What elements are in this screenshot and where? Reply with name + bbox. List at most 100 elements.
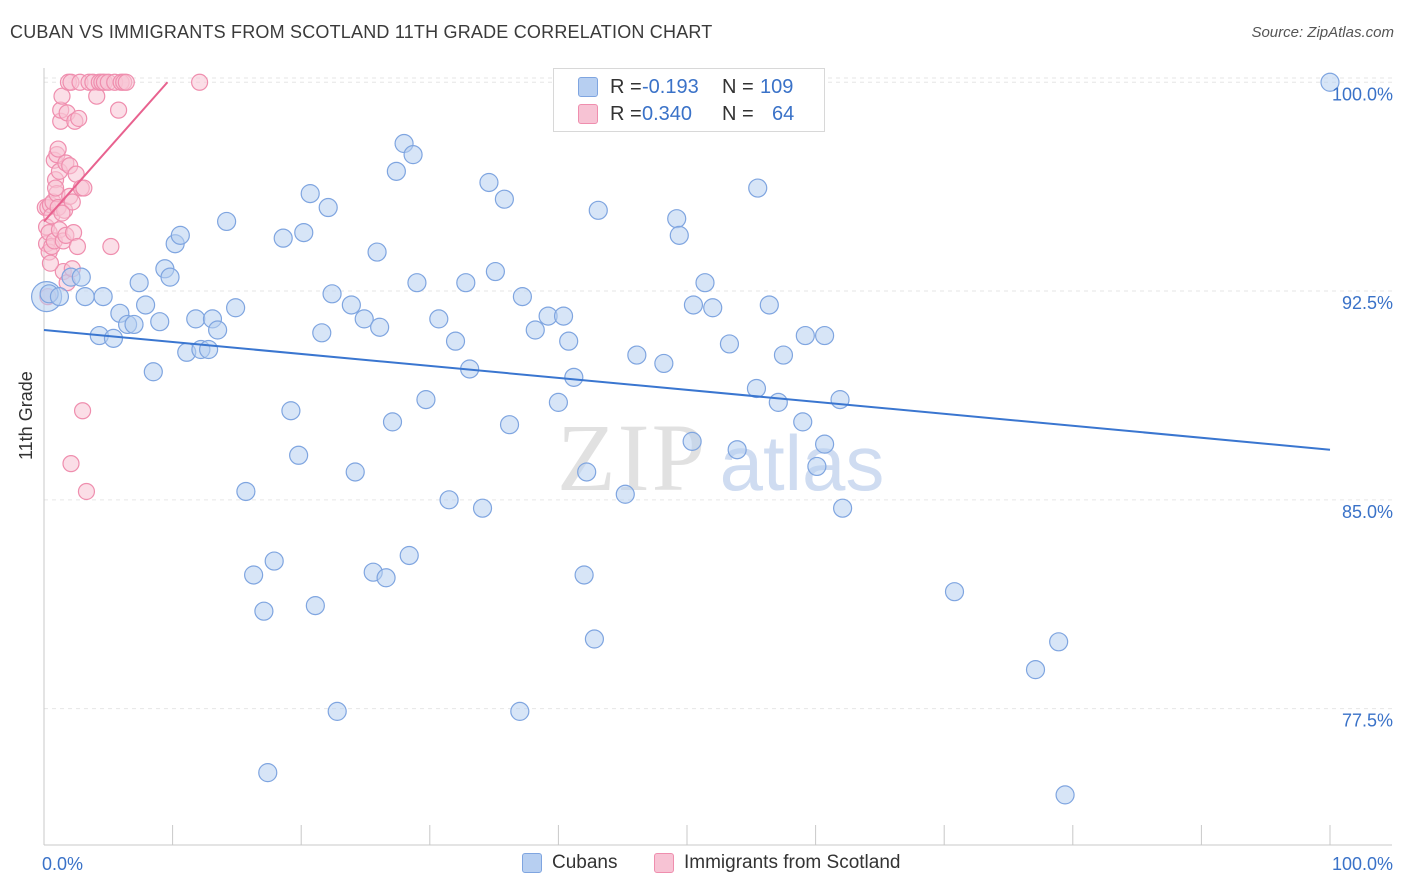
data-point-cubans [258, 763, 278, 783]
data-point-cubans [1049, 632, 1069, 652]
data-point-cubans [830, 390, 850, 410]
data-point-cubans [548, 392, 569, 412]
data-point-cubans [472, 498, 493, 518]
watermark: ZIP atlas [557, 404, 884, 511]
trend-lines [43, 81, 1331, 451]
data-point-cubans [236, 481, 256, 502]
data-point-cubans [294, 222, 314, 243]
legend-swatch-scotland [654, 853, 674, 873]
data-point-cubans [49, 287, 70, 307]
x-tick-label: 0.0% [42, 854, 83, 874]
data-point-cubans [494, 189, 514, 209]
legend-n-value: 109 [760, 75, 794, 98]
data-point-cubans [773, 345, 794, 365]
data-point-cubans [499, 415, 520, 435]
data-point-cubans [403, 145, 423, 165]
data-point-cubans [407, 273, 427, 293]
series-scotland-points [36, 73, 209, 501]
data-point-cubans [833, 498, 853, 518]
data-point-cubans [124, 314, 144, 335]
data-point-scotland [75, 179, 93, 197]
data-point-cubans [759, 295, 779, 315]
legend-n-label: N = [722, 102, 754, 125]
data-point-cubans [682, 431, 702, 451]
data-point-cubans [199, 339, 219, 360]
legend-r-value: 0.340 [642, 102, 693, 125]
data-point-cubans [727, 440, 747, 460]
legend-r-value: -0.193 [642, 75, 699, 98]
data-point-scotland [63, 193, 81, 211]
data-point-scotland [70, 109, 88, 128]
data-point-cubans [748, 178, 768, 198]
data-point-cubans [312, 323, 332, 343]
data-point-cubans [300, 184, 320, 204]
data-point-cubans [382, 412, 403, 432]
data-point-cubans [695, 273, 715, 293]
data-point-scotland [41, 254, 60, 272]
data-point-cubans [615, 484, 635, 504]
legend-swatch-cubans [578, 77, 598, 97]
legend-row-scotland: R = 0.340 N = 64 [578, 102, 794, 126]
chart-title: CUBAN VS IMMIGRANTS FROM SCOTLAND 11TH G… [10, 22, 713, 42]
data-point-cubans [345, 462, 365, 482]
data-point-cubans [512, 287, 532, 307]
data-point-cubans [719, 334, 740, 354]
trend-line-cubans [43, 329, 1331, 451]
data-point-cubans [584, 629, 605, 649]
data-point-scotland [191, 73, 209, 91]
data-point-cubans [1025, 660, 1046, 680]
data-point-cubans [226, 298, 246, 318]
legend-label-scotland: Immigrants from Scotland [684, 852, 901, 873]
data-point-cubans [281, 401, 301, 421]
data-point-cubans [815, 434, 835, 454]
data-point-cubans [703, 298, 723, 318]
legend-item-scotland: Immigrants from Scotland [654, 852, 900, 874]
data-point-cubans [564, 367, 584, 387]
data-point-cubans [627, 345, 647, 365]
data-point-scotland [73, 402, 92, 420]
data-point-cubans [143, 362, 163, 382]
data-point-cubans [510, 701, 530, 721]
legend-swatch-scotland [578, 104, 598, 124]
data-point-cubans [367, 242, 387, 262]
data-point-cubans [439, 490, 459, 510]
tick-labels: 77.5% 85.0% 92.5% 100.0% 0.0% 100.0% [42, 84, 1393, 874]
legend-n-value: 64 [772, 102, 795, 125]
data-point-cubans [574, 565, 594, 585]
correlation-legend: R = -0.193 N = 109 R = 0.340 N = 64 [553, 68, 825, 132]
data-point-cubans [654, 353, 674, 374]
data-point-cubans [795, 325, 815, 346]
data-point-cubans [354, 309, 374, 329]
data-point-cubans [370, 317, 390, 337]
data-point-cubans [150, 312, 170, 332]
data-point-cubans [264, 551, 284, 571]
data-point-cubans [75, 287, 95, 307]
data-point-scotland [62, 455, 80, 473]
data-point-scotland [109, 101, 128, 119]
series-legend: Cubans Immigrants from Scotland [0, 852, 1406, 878]
watermark-atlas: atlas [720, 419, 885, 507]
data-point-cubans [71, 267, 91, 287]
data-point-scotland [102, 237, 120, 256]
data-point-cubans [944, 582, 965, 602]
data-point-cubans [217, 211, 237, 232]
data-point-cubans [160, 267, 180, 287]
data-point-cubans [683, 295, 704, 315]
data-point-cubans [289, 445, 309, 465]
series-cubans-points [30, 72, 1340, 805]
data-point-cubans [327, 701, 347, 721]
data-point-cubans [807, 456, 827, 477]
legend-r-label: R = [610, 75, 642, 98]
data-point-cubans [588, 200, 608, 220]
data-point-cubans [186, 309, 206, 329]
data-point-cubans [667, 209, 687, 229]
data-point-cubans [1320, 72, 1340, 92]
data-point-cubans [93, 287, 113, 307]
data-point-cubans [429, 309, 449, 329]
data-point-cubans [479, 172, 499, 193]
source-label: Source: ZipAtlas.com [1251, 24, 1394, 41]
data-point-cubans [553, 306, 574, 326]
data-point-cubans [208, 320, 228, 340]
data-point-scotland [49, 140, 67, 158]
data-point-cubans [322, 284, 342, 304]
